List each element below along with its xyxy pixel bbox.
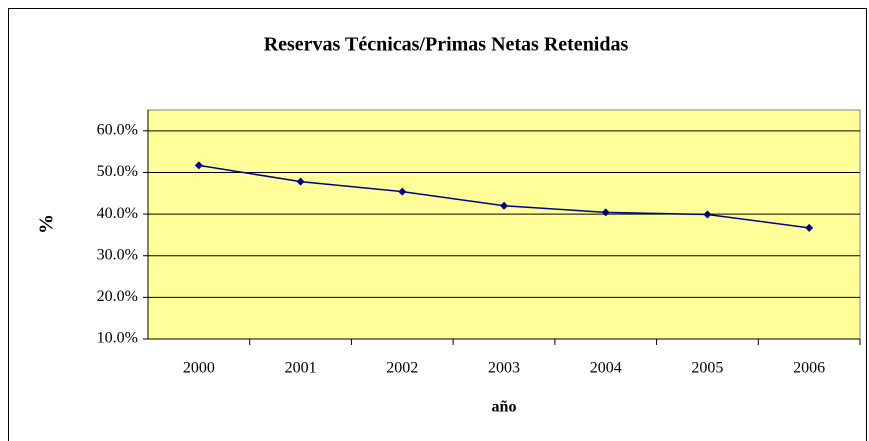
x-tick-label: 2000 bbox=[183, 360, 215, 377]
marker bbox=[194, 161, 203, 170]
x-tick-label: 2002 bbox=[386, 360, 418, 377]
y-tick-label: 30.0% bbox=[97, 246, 138, 263]
y-tick-label: 20.0% bbox=[97, 288, 138, 305]
y-axis-label: % bbox=[36, 214, 58, 234]
marker bbox=[296, 177, 305, 186]
x-tick-label: 2005 bbox=[691, 360, 723, 377]
chart-title: Reservas Técnicas/Primas Netas Retenidas bbox=[264, 34, 629, 56]
x-tick-label: 2004 bbox=[590, 360, 622, 377]
y-tick-label: 60.0% bbox=[97, 121, 138, 138]
x-axis-label: año bbox=[492, 399, 517, 416]
plot-area bbox=[147, 109, 861, 340]
marker bbox=[601, 208, 610, 217]
marker bbox=[500, 201, 508, 210]
y-tick-label: 50.0% bbox=[97, 163, 138, 180]
marker bbox=[703, 210, 712, 219]
marker bbox=[805, 223, 814, 232]
y-tick-label: 10.0% bbox=[97, 330, 138, 347]
x-tick-label: 2003 bbox=[488, 360, 520, 377]
x-tick-label: 2001 bbox=[285, 360, 317, 377]
marker bbox=[398, 187, 407, 196]
y-tick-label: 40.0% bbox=[97, 205, 138, 222]
x-tick-label: 2006 bbox=[793, 360, 825, 377]
